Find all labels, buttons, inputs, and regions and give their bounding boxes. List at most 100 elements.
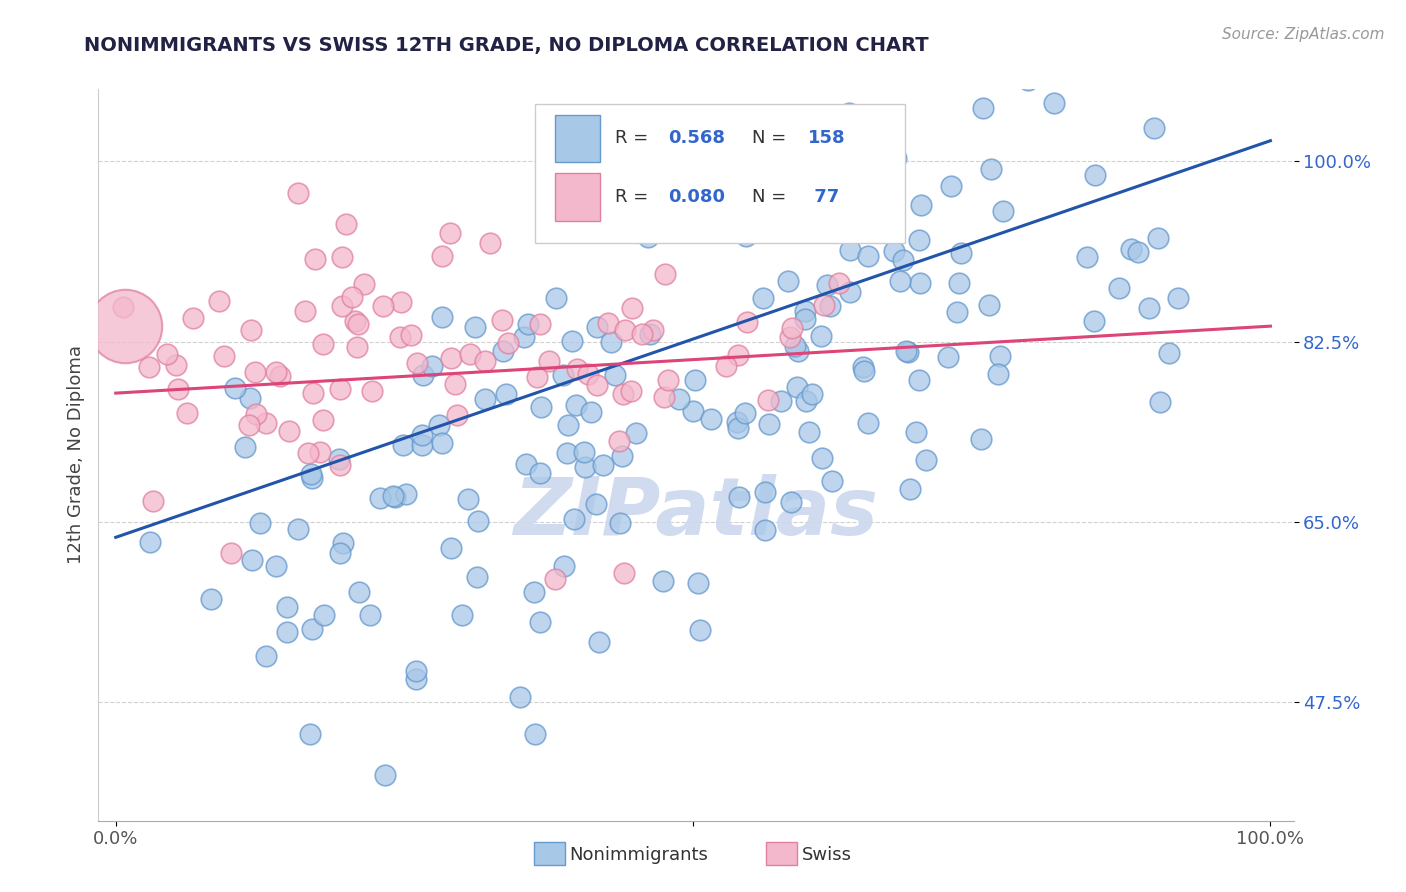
Point [685,373,707,387]
Point [474,354,496,368]
Point [329,382,352,396]
Point [555,446,578,460]
Point [838,105,860,120]
Point [946,305,969,319]
Point [457,491,479,506]
Point [1043,96,1066,111]
Point [304,252,326,267]
Point [276,624,298,639]
Point [936,350,959,364]
Point [207,293,229,308]
Point [420,359,443,374]
Point [523,585,546,599]
Point [332,536,354,550]
Point [1143,121,1166,136]
Text: 158: 158 [808,129,846,147]
Point [529,615,551,629]
Point [411,428,433,442]
Point [754,523,776,537]
Point [1167,291,1189,305]
Point [565,397,588,411]
Point [818,299,841,313]
Point [620,301,643,316]
Point [574,444,596,458]
Point [392,438,415,452]
Point [301,470,323,484]
Point [373,299,395,313]
Point [467,514,489,528]
Point [276,599,298,614]
Point [682,217,704,231]
Point [361,384,384,398]
Point [297,446,319,460]
Point [727,421,749,435]
Point [810,328,832,343]
Point [328,452,350,467]
Point [1017,73,1039,87]
Point [728,490,751,504]
Point [754,484,776,499]
Point [1147,231,1170,245]
Point [734,228,756,243]
Point [796,394,818,409]
Point [576,368,599,382]
Point [112,300,135,314]
Point [553,559,575,574]
Point [301,622,323,636]
Point [657,373,679,387]
Point [432,310,454,324]
Point [915,453,938,467]
Point [142,494,165,508]
Point [780,495,803,509]
Point [440,351,463,365]
Point [620,384,643,398]
Point [384,490,406,504]
Text: Swiss: Swiss [801,846,852,863]
Point [474,392,496,407]
Text: R =: R = [614,129,654,147]
Point [948,277,970,291]
Point [852,364,875,378]
Point [347,585,370,599]
Point [598,316,620,330]
Point [509,690,531,704]
Point [200,591,222,606]
Point [689,624,711,638]
Text: 0.080: 0.080 [668,187,725,206]
Point [165,358,187,372]
Point [1121,242,1143,256]
Point [526,370,548,384]
Point [1022,9,1045,23]
Point [858,416,880,430]
Point [406,356,429,370]
Point [287,186,309,200]
Point [353,277,375,292]
Point [908,233,931,247]
Point [245,407,267,421]
Point [886,152,908,166]
Point [277,425,299,439]
Point [605,368,627,383]
Point [368,491,391,505]
Point [329,546,352,560]
Point [783,339,806,353]
Point [529,467,551,481]
Point [588,635,610,649]
Point [346,341,368,355]
Point [405,665,427,679]
Point [214,349,236,363]
Point [574,460,596,475]
Point [335,217,357,231]
Point [828,277,851,291]
Point [491,344,513,359]
Point [553,368,575,383]
Point [651,574,673,588]
Point [240,323,263,337]
Point [700,412,723,426]
Point [727,347,749,361]
Point [643,322,665,336]
Point [138,359,160,374]
Point [614,323,637,337]
Point [330,250,353,264]
Point [866,205,889,219]
